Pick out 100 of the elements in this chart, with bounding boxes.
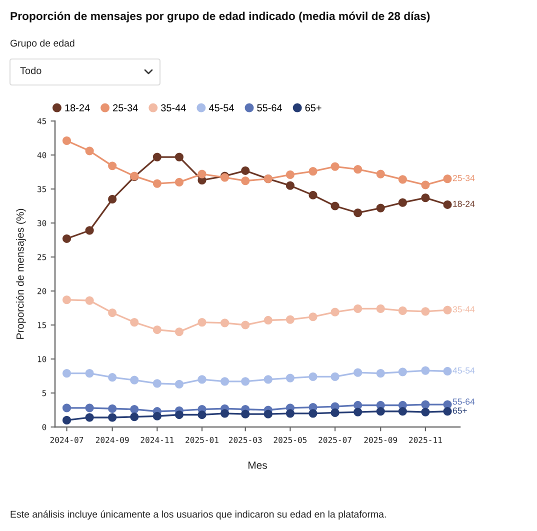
point: [85, 404, 94, 412]
point: [308, 312, 318, 322]
point: [443, 306, 452, 314]
text: 55-64: [452, 398, 475, 405]
x-tick-label: 2025-03: [228, 436, 262, 443]
point: [330, 162, 340, 171]
point: [108, 162, 117, 170]
point: [152, 152, 162, 162]
point: [330, 408, 340, 418]
point: [443, 366, 452, 376]
legend-label: 45-54: [208, 104, 234, 112]
point: [108, 413, 117, 422]
point: [62, 234, 72, 243]
text: 45-54: [452, 367, 475, 374]
point: [108, 373, 117, 382]
point: [398, 175, 407, 184]
point: [354, 304, 362, 313]
text: 65+: [452, 408, 467, 414]
point: [376, 407, 385, 416]
point: [443, 174, 452, 184]
legend-label: 35-44: [161, 104, 186, 112]
y-tick-label: 40: [37, 152, 46, 158]
point: [174, 327, 184, 336]
point: [354, 400, 362, 410]
point: [198, 410, 206, 420]
point: [354, 408, 362, 416]
point: [241, 320, 250, 330]
x-tick-label: 2025-01: [186, 436, 218, 443]
point: [421, 307, 430, 316]
point: [421, 194, 430, 202]
y-tick-label: 0: [42, 424, 46, 430]
point: [108, 404, 117, 413]
point: [421, 408, 430, 416]
point: [174, 380, 184, 388]
point: [130, 318, 139, 327]
point: [264, 316, 272, 325]
point: [85, 368, 94, 378]
point: [220, 318, 230, 328]
text: 25-34: [452, 174, 475, 182]
point: [174, 178, 184, 187]
point: [398, 407, 407, 416]
x-tick-label: 2025-11: [409, 436, 442, 443]
point: [174, 152, 184, 162]
point: [62, 136, 72, 146]
point: [198, 318, 206, 327]
point: [308, 372, 318, 381]
point: [220, 377, 230, 386]
y-tick-label: 45: [37, 118, 46, 124]
point: [241, 166, 250, 175]
point: [354, 164, 362, 174]
text: Todo: [20, 66, 42, 74]
point: [376, 304, 385, 313]
x-tick-label: 2024-09: [96, 436, 129, 443]
point: [376, 368, 385, 378]
y-tick-label: 25: [38, 254, 46, 260]
point: [354, 208, 362, 218]
point: [174, 410, 184, 420]
point: [421, 180, 430, 190]
point: [85, 413, 94, 422]
point: [376, 204, 385, 212]
y-tick-label: 5: [42, 390, 46, 396]
point: [286, 181, 295, 190]
point: [241, 176, 250, 186]
x-axis-title: Mes: [248, 462, 267, 469]
text: 18-24: [453, 200, 475, 207]
point: [443, 407, 452, 416]
chart-title: Proporción de mensajes por grupo de edad indicado (media móvil de 28 días): [10, 12, 430, 22]
point: [286, 315, 295, 324]
point: [130, 376, 139, 384]
point: [376, 170, 385, 178]
text: Grupo de edad: [10, 39, 74, 49]
point: [108, 308, 117, 318]
point: [152, 379, 162, 388]
x-tick-label: 2025-05: [274, 436, 307, 443]
text: Este análisis incluye únicamente a los usuarios que indicaron su edad en la plataforma.: [10, 510, 386, 520]
point: [286, 170, 295, 180]
point: [62, 416, 72, 425]
point: [62, 368, 72, 378]
point: [130, 412, 139, 422]
point: [264, 410, 272, 418]
point: [286, 374, 295, 382]
y-tick-label: 20: [38, 288, 46, 294]
point: [152, 179, 162, 188]
point: [330, 372, 340, 381]
point: [62, 404, 72, 412]
point: [354, 368, 362, 377]
y-tick-label: 35: [38, 186, 46, 192]
point: [108, 194, 117, 204]
point: [398, 198, 407, 207]
point: [308, 190, 318, 200]
point: [85, 296, 94, 305]
legend-label: 65+: [305, 104, 322, 112]
point: [286, 409, 295, 418]
point: [198, 170, 206, 178]
point: [398, 368, 407, 376]
y-axis-title: Proporción de mensajes (%): [16, 208, 26, 339]
point: [398, 306, 407, 316]
point: [443, 200, 452, 209]
x-tick-label: 2025-09: [364, 436, 398, 443]
point: [330, 202, 340, 210]
